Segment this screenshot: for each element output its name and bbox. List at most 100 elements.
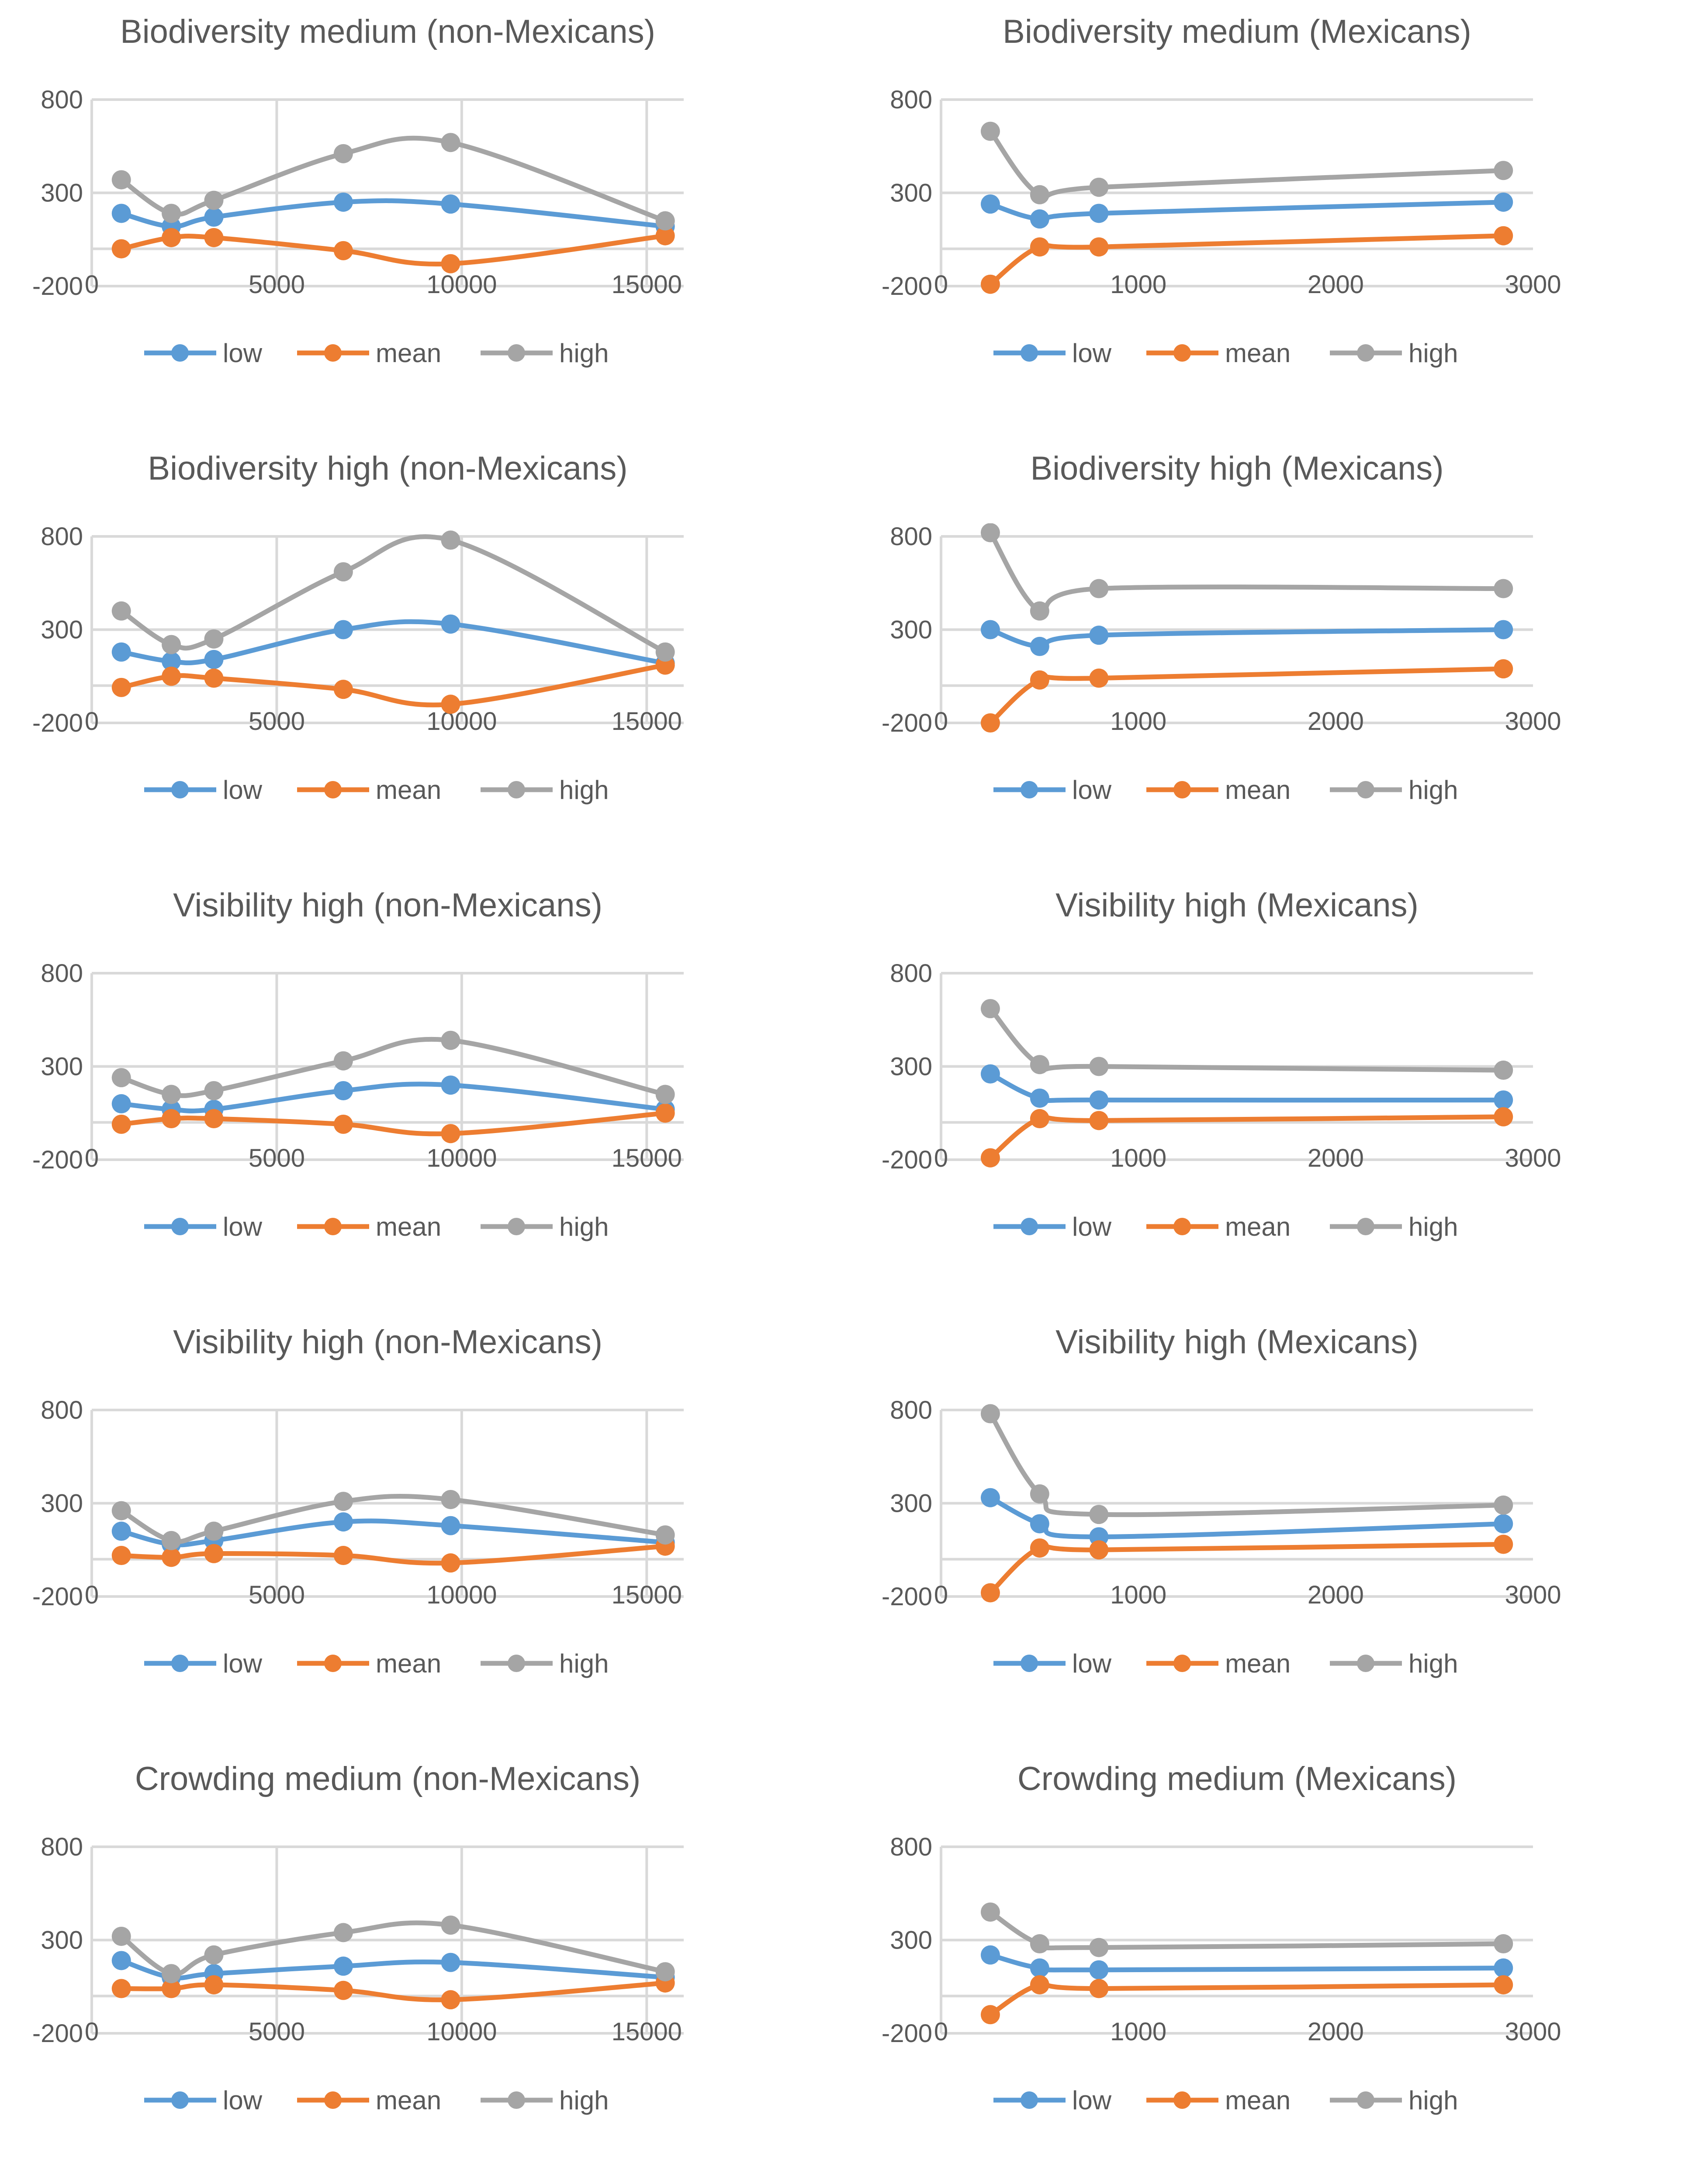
chart-svg: Visibility high (Mexicans) -200 300 800 0 100…	[882, 1324, 1561, 1678]
data-point-mean	[980, 713, 1000, 733]
legend-marker-mean	[324, 1655, 342, 1672]
data-point-low	[980, 1488, 1000, 1507]
data-point-mean	[441, 1124, 460, 1144]
data-point-high	[1089, 1938, 1109, 1957]
y-tick-label: 800	[41, 1396, 83, 1424]
data-point-low	[1030, 636, 1049, 656]
x-tick-label: 1000	[1110, 1144, 1166, 1172]
y-tick-label: 800	[41, 1833, 83, 1861]
data-point-mean	[1030, 237, 1049, 257]
data-point-high	[204, 629, 224, 649]
data-point-high	[441, 530, 460, 550]
data-point-mean	[111, 1979, 131, 1998]
data-point-high	[1494, 161, 1513, 180]
data-point-high	[655, 1085, 675, 1104]
data-point-low	[162, 652, 181, 671]
series-line-high	[988, 1411, 1506, 1517]
data-point-mean	[980, 1583, 1000, 1603]
legend-label-high: high	[1408, 2086, 1458, 2115]
x-tick-label: 2000	[1308, 1144, 1364, 1172]
legend-marker-mean	[1173, 1218, 1191, 1235]
x-tick-label: 5000	[249, 1581, 305, 1609]
data-point-mean	[111, 1114, 131, 1134]
chart-panel: Crowding medium (Mexicans) -200 300 800 0 100…	[849, 1747, 1699, 2184]
data-point-high	[204, 190, 224, 210]
series-low	[111, 1075, 675, 1119]
legend-marker-high	[508, 1655, 525, 1672]
y-tick-label: 300	[890, 1926, 932, 1955]
data-point-mean	[111, 1546, 131, 1565]
x-tick-label: 0	[934, 1144, 948, 1172]
data-point-high	[1089, 579, 1109, 598]
y-tick-label: 300	[890, 1053, 932, 1081]
chart-svg: Visibility high (Mexicans) -200 300 800 0 100…	[882, 887, 1561, 1241]
legend-marker-low	[171, 1655, 189, 1672]
chart-svg: Biodiversity medium (non-Mexicans) -200 30…	[32, 13, 684, 368]
x-tick-label: 15000	[612, 707, 682, 736]
series-line-low	[988, 1952, 1506, 1973]
series-line-high	[988, 1006, 1506, 1073]
series-line-low	[119, 1958, 668, 1980]
data-point-mean	[204, 668, 224, 688]
series-line-low	[988, 627, 1506, 649]
legend-label-low: low	[1072, 775, 1112, 805]
chart-svg: Biodiversity high (non-Mexicans) -200 300 8…	[32, 450, 684, 805]
x-tick-label: 1000	[1110, 707, 1166, 736]
series-line-mean	[988, 233, 1506, 287]
data-point-high	[111, 1926, 131, 1946]
chart-title: Biodiversity high (Mexicans)	[1030, 450, 1443, 487]
legend-label-low: low	[223, 775, 263, 805]
x-tick-label: 3000	[1505, 2018, 1561, 2046]
x-tick-label: 0	[85, 1581, 99, 1609]
data-point-high	[162, 1531, 181, 1550]
data-point-mean	[1089, 1540, 1109, 1560]
legend: low mean high	[144, 775, 609, 805]
y-tick-label: 300	[890, 616, 932, 644]
data-point-high	[1494, 1495, 1513, 1515]
data-point-low	[204, 650, 224, 669]
legend: low mean high	[144, 1649, 609, 1678]
data-point-high	[333, 1923, 353, 1942]
legend-marker-high	[1357, 344, 1374, 362]
legend-marker-low	[1021, 344, 1038, 362]
x-tick-label: 15000	[612, 2018, 682, 2046]
series-line-high	[988, 129, 1506, 200]
data-point-low	[111, 642, 131, 662]
data-point-low	[333, 1081, 353, 1101]
legend-label-low: low	[1072, 2086, 1112, 2115]
legend-label-high: high	[1408, 1649, 1458, 1678]
data-point-high	[1494, 1934, 1513, 1954]
data-point-mean	[162, 667, 181, 686]
data-point-high	[655, 642, 675, 662]
data-point-low	[111, 1094, 131, 1113]
y-tick-label: -200	[882, 2019, 932, 2048]
chart-panel: Biodiversity high (Mexicans) -200 300 800 0 1…	[849, 437, 1699, 874]
data-point-low	[1494, 620, 1513, 639]
legend-marker-low	[1021, 781, 1038, 798]
data-point-high	[333, 144, 353, 163]
y-tick-label: 300	[41, 1053, 83, 1081]
x-tick-label: 10000	[426, 270, 497, 299]
data-point-mean	[1494, 226, 1513, 245]
y-tick-label: -200	[32, 1583, 83, 1611]
chart-panel: Biodiversity high (non-Mexicans) -200 300 8…	[0, 437, 849, 874]
data-point-mean	[441, 695, 460, 714]
data-point-low	[1494, 1958, 1513, 1978]
legend-label-high: high	[559, 775, 609, 805]
y-tick-label: 300	[890, 179, 932, 207]
legend-marker-high	[508, 1218, 525, 1235]
chart-panel: Visibility high (Mexicans) -200 300 800 0 100…	[849, 874, 1699, 1310]
series-mean	[111, 1103, 675, 1144]
series-line-low	[988, 1071, 1506, 1103]
data-point-high	[1030, 601, 1049, 621]
data-point-mean	[1030, 670, 1049, 690]
chart-panel: Visibility high (Mexicans) -200 300 800 0 100…	[849, 1310, 1699, 1747]
data-point-mean	[333, 241, 353, 260]
x-tick-label: 10000	[426, 1581, 497, 1609]
series-high	[111, 1489, 675, 1550]
data-point-high	[162, 635, 181, 654]
data-point-high	[441, 133, 460, 152]
data-point-mean	[441, 1553, 460, 1573]
data-point-mean	[204, 1544, 224, 1563]
x-tick-label: 0	[85, 707, 99, 736]
